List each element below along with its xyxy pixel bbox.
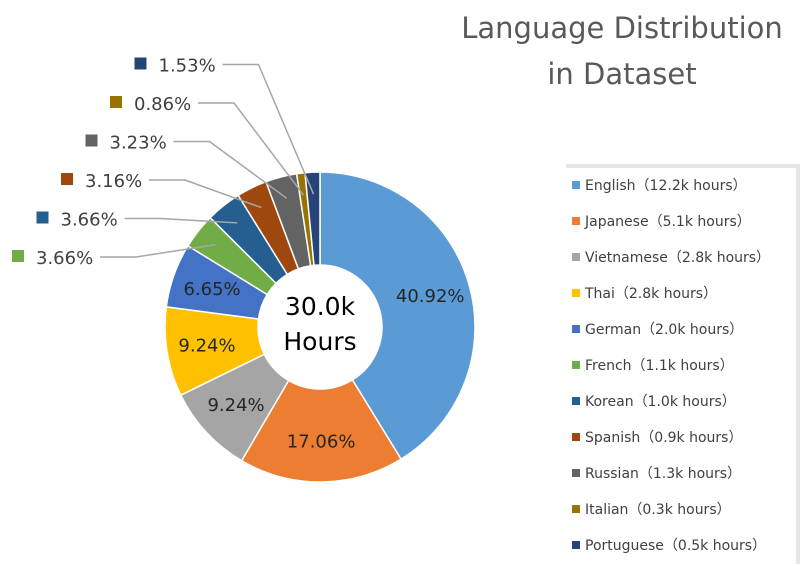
- legend-label-russian: Russian（1.3k hours）: [585, 466, 741, 482]
- slice-labels: 40.92% 17.06% 9.24% 9.24% 6.65%: [178, 279, 464, 453]
- leader-line-spanish: [149, 179, 262, 209]
- leader-line-korean: [124, 217, 238, 224]
- legend-label-italian: Italian（0.3k hours）: [585, 502, 731, 518]
- legend-swatch-portuguese: [572, 541, 580, 549]
- chart-title-line-1: Language Distribution: [461, 11, 783, 45]
- legend-swatch-spanish: [572, 433, 580, 441]
- ext-label-russian: 3.23%: [110, 133, 167, 154]
- slice-english: [319, 171, 476, 461]
- donut-slices: [164, 171, 476, 483]
- label-marker-french: [12, 250, 24, 262]
- chart-title-line-2: in Dataset: [547, 57, 696, 91]
- legend-swatch-russian: [572, 469, 580, 477]
- legend-label-japanese: Japanese（5.1k hours）: [584, 214, 751, 230]
- legend-label-spanish: Spanish（0.9k hours）: [585, 430, 742, 446]
- legend-swatch-german: [572, 325, 580, 333]
- slice-label-japanese: 17.06%: [287, 431, 356, 452]
- chart-title: Language Distribution in Dataset: [461, 11, 783, 91]
- legend-label-korean: Korean（1.0k hours）: [585, 394, 736, 410]
- slice-japanese: [240, 378, 403, 483]
- legend-swatch-french: [572, 361, 580, 369]
- ext-label-portuguese: 1.53%: [159, 56, 216, 77]
- leader-line-russian: [173, 140, 288, 199]
- leader-line-italian: [198, 102, 305, 196]
- center-label-unit: Hours: [283, 327, 356, 356]
- legend-label-german: German（2.0k hours）: [585, 322, 743, 338]
- label-marker-portuguese: [134, 57, 147, 70]
- legend-label-french: French（1.1k hours）: [585, 358, 734, 374]
- label-marker-spanish: [61, 173, 73, 185]
- center-label-value: 30.0k: [285, 292, 356, 321]
- leader-line-french: [100, 243, 216, 258]
- label-marker-italian: [110, 96, 122, 108]
- legend-swatch-thai: [572, 289, 580, 297]
- slice-label-vietnamese: 9.24%: [207, 395, 264, 416]
- ext-label-spanish: 3.16%: [85, 171, 142, 192]
- slice-label-thai: 9.24%: [178, 336, 235, 357]
- ext-label-french: 3.66%: [36, 248, 93, 269]
- legend-swatch-korean: [572, 397, 580, 405]
- legend-label-english: English（12.2k hours）: [585, 178, 747, 194]
- slice-portuguese: [304, 171, 321, 267]
- ext-label-korean: 3.66%: [61, 210, 118, 231]
- legend-swatch-italian: [572, 505, 580, 513]
- label-marker-korean: [36, 211, 49, 224]
- slice-label-english: 40.92%: [396, 286, 465, 307]
- legend-swatch-english: [572, 181, 580, 189]
- legend: English（12.2k hours） Japanese（5.1k hours）…: [562, 164, 800, 564]
- legend-box: [562, 168, 796, 564]
- slice-label-german: 6.65%: [183, 279, 240, 300]
- external-labels: 3.66% 3.66% 3.16% 3.23% 0.86% 1.53%: [12, 56, 315, 269]
- ext-label-italian: 0.86%: [134, 94, 191, 115]
- label-marker-russian: [85, 134, 98, 147]
- legend-label-thai: Thai（2.8k hours）: [584, 286, 717, 302]
- legend-label-portuguese: Portuguese（0.5k hours）: [585, 538, 766, 554]
- legend-label-vietnamese: Vietnamese（2.8k hours）: [585, 250, 770, 266]
- leader-line-portuguese: [222, 63, 315, 195]
- legend-swatch-japanese: [572, 217, 580, 225]
- center-label: 30.0k Hours: [283, 292, 356, 356]
- legend-swatch-vietnamese: [572, 253, 580, 261]
